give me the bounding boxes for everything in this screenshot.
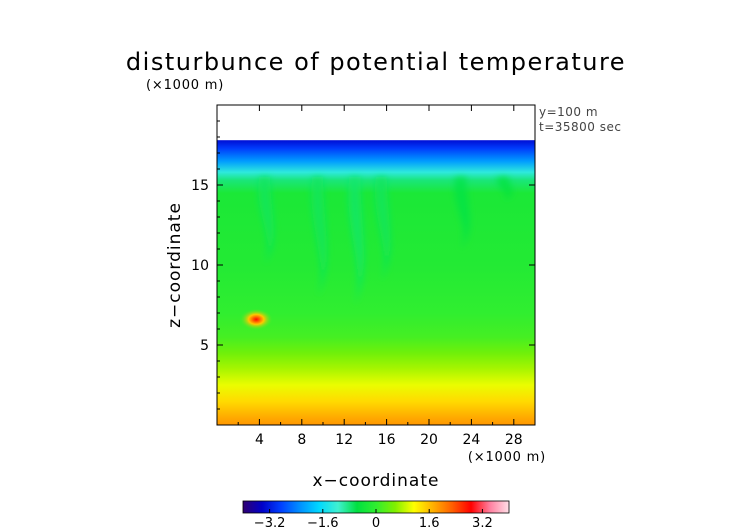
x-axis-ticks: 4 8 12 16 20 24 28 — [237, 105, 523, 448]
x-tick-label: 20 — [420, 432, 438, 448]
plume — [454, 177, 470, 249]
plumes-layer — [258, 177, 513, 305]
y-axis-unit: (×1000 m) — [146, 78, 224, 93]
y-tick-label: 5 — [200, 338, 209, 354]
colorbar-tick-label: −3.2 — [254, 516, 286, 531]
chart-title: disturbunce of potential temperature — [126, 48, 626, 76]
plume — [258, 177, 274, 265]
y-tick-label: 15 — [191, 178, 209, 194]
x-tick-label: 24 — [462, 432, 480, 448]
x-tick-label: 28 — [505, 432, 523, 448]
plume — [348, 177, 364, 305]
colorbar-tick-label: −1.6 — [307, 516, 339, 531]
y-tick-label: 10 — [191, 258, 209, 274]
warm-anomaly — [239, 308, 274, 331]
colorbar-tick-label: 3.2 — [472, 516, 493, 531]
colorbar-tick-label: 1.6 — [419, 516, 440, 531]
plume — [496, 177, 513, 201]
y-axis-label: z−coordinate — [165, 202, 185, 328]
colorbar-ticks: −3.2 −1.6 0 1.6 3.2 — [254, 509, 493, 531]
x-axis-label: x−coordinate — [313, 471, 440, 491]
plume — [374, 177, 391, 281]
x-tick-label: 4 — [255, 432, 264, 448]
colorbar-tick-label: 0 — [372, 516, 380, 531]
y-axis-ticks: 5 10 15 — [191, 120, 535, 410]
x-tick-label: 12 — [335, 432, 353, 448]
x-tick-label: 8 — [297, 432, 306, 448]
warm-anomaly-layer — [239, 308, 274, 331]
plume — [311, 177, 327, 297]
plot-area — [217, 140, 535, 425]
annotation-y-position: y=100 m — [539, 105, 598, 119]
annotation-time: t=35800 sec — [539, 120, 621, 134]
x-axis-unit: (×1000 m) — [468, 450, 546, 465]
x-tick-label: 16 — [378, 432, 396, 448]
